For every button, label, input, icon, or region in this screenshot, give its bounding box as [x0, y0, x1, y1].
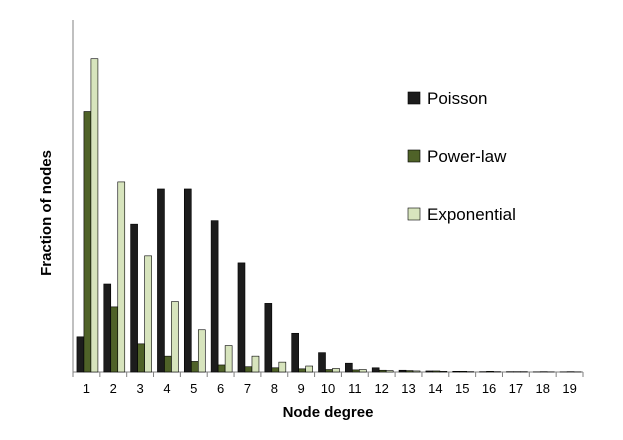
x-tick-label-19: 19: [562, 381, 576, 396]
bar-power-law-14: [432, 370, 441, 373]
bar-poisson-14: [425, 370, 434, 373]
bar-poisson-1: [76, 336, 85, 373]
bar-exponential-6: [224, 345, 233, 373]
bar-power-law-16: [486, 370, 494, 373]
x-ticks: [72, 372, 584, 377]
legend: Poisson Power-law Exponential: [407, 89, 516, 224]
bar-poisson-10: [318, 352, 326, 373]
x-tick-label-11: 11: [348, 381, 362, 396]
bar-exponential-10: [332, 368, 340, 373]
bars: [76, 58, 582, 373]
bar-power-law-8: [271, 367, 280, 373]
bar-power-law-6: [217, 364, 226, 373]
x-tick-label-17: 17: [509, 381, 523, 396]
bar-poisson-3: [130, 223, 138, 373]
bar-power-law-7: [244, 366, 253, 373]
y-axis-title: Fraction of nodes: [38, 150, 55, 276]
bar-poisson-15: [452, 370, 461, 373]
legend-label-poisson: Poisson: [427, 89, 487, 108]
x-tick-label-8: 8: [271, 381, 278, 396]
bar-exponential-7: [251, 355, 260, 373]
x-tick-label-1: 1: [83, 381, 90, 396]
bar-exponential-1: [90, 58, 99, 373]
bar-power-law-5: [190, 361, 199, 373]
bar-power-law-4: [164, 355, 172, 373]
bar-poisson-9: [291, 332, 299, 373]
bar-exponential-2: [117, 181, 126, 373]
bar-exponential-13: [412, 370, 421, 373]
x-tick-label-12: 12: [374, 381, 388, 396]
bar-exponential-5: [197, 329, 206, 373]
x-tick-label-7: 7: [244, 381, 251, 396]
x-tick-label-14: 14: [428, 381, 442, 396]
bar-exponential-9: [305, 365, 313, 373]
bar-power-law-12: [378, 369, 387, 373]
bar-poisson-2: [103, 283, 112, 373]
legend-label-exponential: Exponential: [427, 205, 516, 224]
bar-power-law-13: [405, 370, 414, 373]
legend-swatch-power-law: [407, 149, 421, 163]
bar-poisson-5: [183, 188, 192, 373]
x-tick-label-3: 3: [136, 381, 143, 396]
bar-poisson-7: [237, 262, 246, 373]
x-axis-title: Node degree: [283, 404, 374, 421]
x-tick-label-5: 5: [190, 381, 197, 396]
x-tick-label-2: 2: [110, 381, 117, 396]
x-tick-label-18: 18: [536, 381, 550, 396]
bar-exponential-11: [359, 369, 367, 373]
bar-poisson-13: [398, 369, 407, 373]
bar-power-law-11: [352, 369, 360, 373]
bar-power-law-1: [83, 111, 92, 373]
x-tick-label-10: 10: [321, 381, 335, 396]
bar-poisson-6: [210, 220, 219, 373]
bar-power-law-10: [325, 369, 333, 373]
bar-exponential-12: [385, 370, 394, 373]
bar-power-law-2: [110, 306, 119, 373]
legend-swatch-poisson: [407, 91, 421, 105]
bar-poisson-12: [371, 367, 380, 373]
x-tick-label-15: 15: [455, 381, 469, 396]
bar-poisson-11: [345, 362, 353, 373]
x-tick-label-9: 9: [298, 381, 305, 396]
bar-power-law-3: [137, 343, 145, 373]
x-tick-labels: 1 2 3 4 5 6 7 8 9 10 11 12 13 14 15 16 17 18 19: [83, 381, 577, 396]
x-tick-label-16: 16: [482, 381, 496, 396]
bar-power-law-9: [298, 368, 306, 373]
bar-exponential-4: [171, 301, 179, 373]
bar-poisson-8: [264, 303, 273, 373]
bar-exponential-14: [439, 370, 448, 373]
legend-swatch-exponential: [407, 207, 421, 221]
x-tick-label-13: 13: [401, 381, 415, 396]
x-tick-label-4: 4: [163, 381, 170, 396]
bar-exponential-8: [278, 361, 287, 373]
bar-poisson-4: [157, 188, 165, 373]
bar-exponential-3: [144, 255, 152, 373]
bar-power-law-15: [459, 370, 468, 373]
x-tick-label-6: 6: [217, 381, 224, 396]
legend-label-power-law: Power-law: [427, 147, 507, 166]
